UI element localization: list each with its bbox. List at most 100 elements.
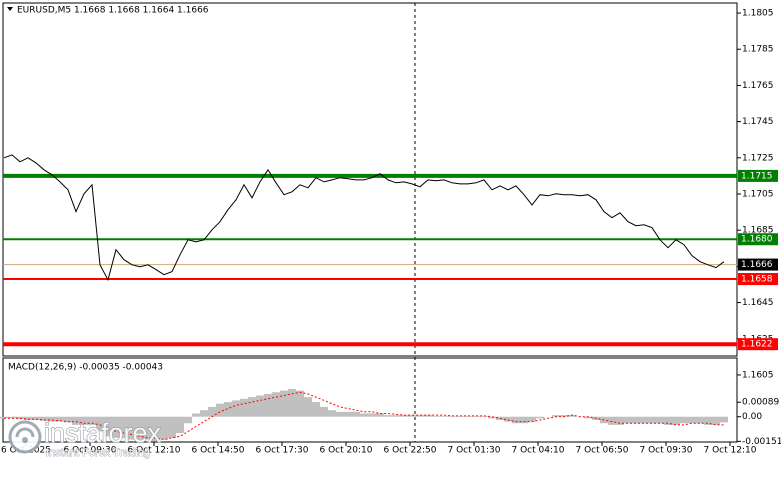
y-tick-label: 1.1705 xyxy=(742,190,774,200)
level-label-box xyxy=(738,169,778,182)
macd-histogram-bar xyxy=(88,416,96,425)
macd-histogram-bar xyxy=(608,416,616,425)
y-tick-label: 1.1725 xyxy=(742,153,774,163)
macd-histogram-bar xyxy=(56,416,64,422)
macd-histogram-bar xyxy=(416,415,424,417)
macd-histogram-bar xyxy=(208,406,216,417)
level-label-box xyxy=(738,338,778,351)
macd-panel xyxy=(2,357,738,443)
level-label-box xyxy=(738,233,778,246)
macd-histogram-bar xyxy=(472,415,480,417)
macd-histogram-bar xyxy=(312,402,320,417)
macd-histogram-bar xyxy=(584,416,592,419)
watermark-tagline: Instant Forex Trading xyxy=(46,447,150,459)
macd-histogram-bar xyxy=(456,415,464,417)
watermark-brand: instaforex xyxy=(44,418,162,448)
macd-histogram-bar xyxy=(0,416,8,419)
y-tick-label: 1.1605 xyxy=(742,370,774,380)
macd-histogram-bar xyxy=(80,416,88,425)
macd-histogram-bar xyxy=(568,415,576,417)
logo-arc xyxy=(15,427,35,438)
macd-histogram-bar xyxy=(400,415,408,417)
macd-histogram-bar xyxy=(224,402,232,417)
macd-histogram-bar xyxy=(384,415,392,417)
macd-histogram-bar xyxy=(48,416,56,422)
macd-histogram-bar xyxy=(552,415,560,417)
macd-histogram-bar xyxy=(328,410,336,417)
x-tick-label: 6 Oct 20:10 xyxy=(320,446,373,456)
macd-histogram-bar xyxy=(344,411,352,417)
macd-histogram-bar xyxy=(360,413,368,417)
macd-histogram-bar xyxy=(104,416,112,437)
level-label: 1.1680 xyxy=(741,235,773,245)
macd-histogram-bar xyxy=(152,416,160,442)
level-label: 1.1715 xyxy=(741,171,773,181)
level-label-box xyxy=(738,273,778,286)
macd-histogram-bar xyxy=(520,416,528,424)
macd-histogram-bar xyxy=(176,416,184,434)
macd-histogram-bar xyxy=(408,415,416,417)
macd-histogram-bar xyxy=(296,390,304,417)
macd-histogram-bar xyxy=(280,390,288,417)
macd-histogram-bar xyxy=(672,416,680,425)
macd-histogram-bar xyxy=(528,416,536,422)
macd-histogram-bar xyxy=(40,416,48,421)
macd-histogram-bar xyxy=(200,410,208,417)
macd-histogram-bar xyxy=(128,416,136,440)
macd-histogram-bar xyxy=(264,393,272,417)
x-tick-label: 7 Oct 04:10 xyxy=(512,446,565,456)
y-tick-label: 1.1745 xyxy=(742,117,774,127)
macd-histogram-bar xyxy=(184,416,192,424)
x-tick-label: 7 Oct 06:50 xyxy=(576,446,629,456)
macd-histogram-bar xyxy=(24,416,32,420)
macd-y-tick-label: -0.00151 xyxy=(742,437,781,447)
macd-histogram-bar xyxy=(288,388,296,417)
level-label: 1.1658 xyxy=(741,275,773,285)
macd-histogram-bar xyxy=(240,398,248,417)
macd-histogram-bar xyxy=(160,416,168,440)
macd-histogram-bar xyxy=(168,416,176,438)
macd-histogram-bar xyxy=(448,415,456,417)
macd-histogram-bar xyxy=(656,416,664,424)
macd-histogram-bar xyxy=(248,397,256,417)
overlays: 1.1715 1.1680 1.1658 1.1622 1.1666 xyxy=(738,169,778,351)
x-tick-label: 6 Oct 12:10 xyxy=(128,446,181,456)
macd-histogram-bar xyxy=(192,413,200,417)
macd-histogram-bar xyxy=(352,411,360,417)
logo-dot xyxy=(22,437,28,443)
level-label: 1.1622 xyxy=(741,340,773,350)
macd-histogram-bar xyxy=(32,416,40,420)
macd-histogram-bar xyxy=(392,415,400,417)
menu-triangle[interactable] xyxy=(7,7,13,11)
main-panel xyxy=(2,2,738,357)
macd-histogram-bar xyxy=(256,395,264,417)
macd-histogram-bar xyxy=(272,392,280,417)
macd-histogram-bar xyxy=(216,403,224,417)
y-tick-label: 1.1765 xyxy=(742,81,774,91)
macd-histogram-bar xyxy=(632,416,640,424)
y-tick-label: 1.1645 xyxy=(742,298,774,308)
macd-histogram-bar xyxy=(232,400,240,417)
last-price-label: 1.1666 xyxy=(741,260,773,270)
macd-y-tick-label: 0.00 xyxy=(742,412,762,422)
x-tick-label: 6 Oct 17:30 xyxy=(256,446,309,456)
macd-histogram-bar xyxy=(536,416,544,419)
macd-histogram-bar xyxy=(464,415,472,417)
macd-histogram-bar xyxy=(304,397,312,417)
macd-histogram-bar xyxy=(96,416,104,432)
macd-histogram-bar xyxy=(72,416,80,425)
x-tick-label: 6 Oct 22:50 xyxy=(384,446,437,456)
macd-histogram-bar xyxy=(376,413,384,417)
x-tick-label: 6 Oct 14:50 xyxy=(192,446,245,456)
x-tick-label: 6 Oct 09:30 xyxy=(64,446,117,456)
macd-histogram-bar xyxy=(480,415,488,417)
macd-histogram-bar xyxy=(320,406,328,417)
macd-histogram-bar xyxy=(704,416,712,425)
macd-signal-line xyxy=(4,391,724,441)
macd-histogram-bar xyxy=(720,416,728,423)
last-price-box xyxy=(738,258,778,271)
macd-y-tick-label: 0.00089 xyxy=(742,398,779,408)
price-line xyxy=(3,154,725,282)
macd-histogram-bar xyxy=(112,416,120,438)
